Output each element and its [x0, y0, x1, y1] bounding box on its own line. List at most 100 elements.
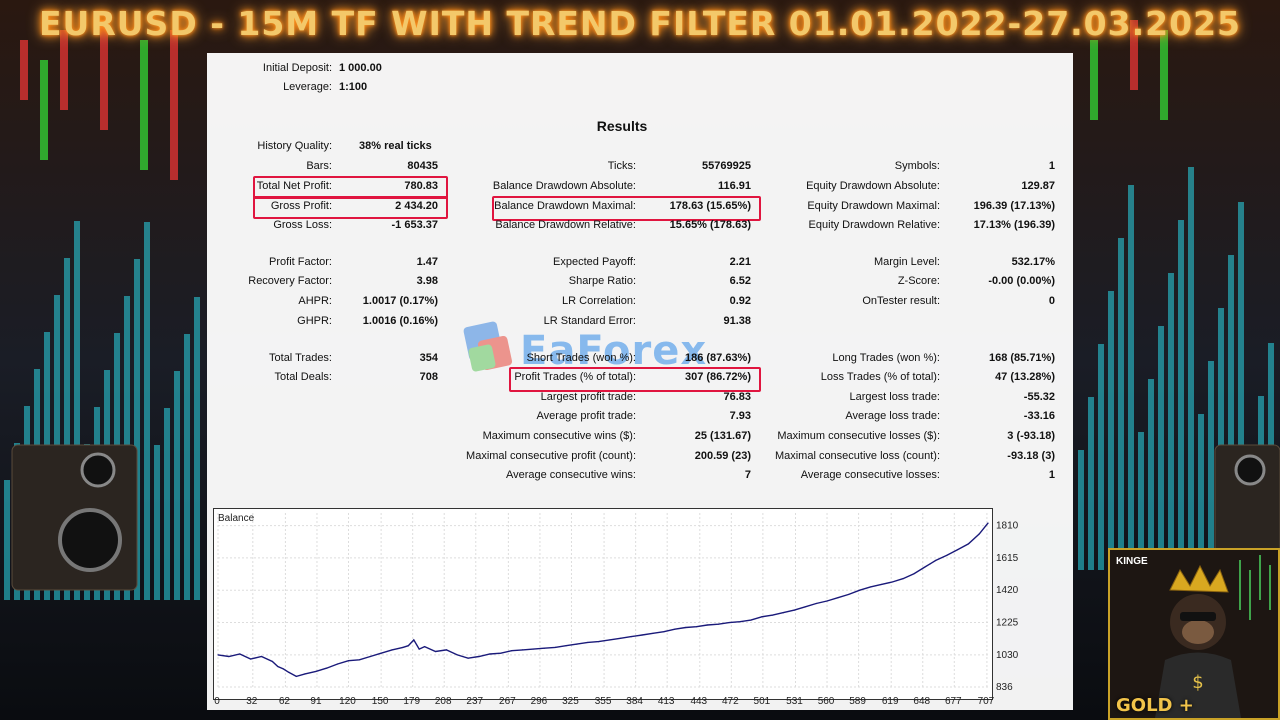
col2-row-3-value: 15.65% (178.63)	[669, 219, 751, 231]
col1-row-7-label: GHPR:	[297, 315, 332, 327]
balance-point	[793, 609, 796, 611]
balance-point	[271, 660, 273, 663]
balance-point	[859, 589, 861, 591]
col2-row-6-label: LR Correlation:	[562, 295, 636, 307]
col3-row-0-value: 1	[1048, 160, 1055, 172]
col3-row-5-label: Z-Score:	[897, 275, 940, 287]
y-tick-label: 836	[996, 682, 1013, 693]
col3-row-13-value: 1	[1048, 469, 1055, 481]
balance-point	[935, 559, 937, 562]
col3-row-4-value: 532.17%	[1011, 256, 1055, 268]
col2-row-10-value: 76.83	[723, 391, 751, 403]
x-tick-label: 0	[214, 696, 220, 707]
col1-row-7-value: 1.0016 (0.16%)	[362, 315, 438, 327]
col3-row-2-label: Equity Drawdown Maximal:	[807, 200, 940, 212]
col3-row-5-value: -0.00 (0.00%)	[988, 275, 1055, 287]
balance-point	[924, 566, 926, 568]
col1-row-1-label: Total Net Profit:	[256, 180, 332, 192]
col3-row-7-value: 168 (85.71%)	[988, 352, 1055, 364]
col2-row-10-label: Largest profit trade:	[540, 391, 636, 403]
balance-point	[815, 602, 817, 605]
col3-row-11-value: 3 (-93.18)	[1007, 430, 1055, 442]
col3-row-8-label: Loss Trades (% of total):	[820, 371, 940, 383]
col2-row-9-value: 307 (86.72%)	[684, 371, 751, 383]
col3-row-8-value: 47 (13.28%)	[995, 371, 1055, 383]
x-tick-label: 208	[435, 696, 452, 707]
col1-row-2-highlight-box	[253, 196, 448, 219]
balance-point	[576, 643, 578, 645]
balance-point	[250, 658, 252, 660]
results-title: Results	[596, 118, 648, 134]
col2-row-5-label: Sharpe Ratio:	[568, 275, 636, 287]
king-badge-name: KINGE	[1116, 556, 1148, 567]
col3-row-9-value: -55.32	[1023, 391, 1055, 403]
king-monkey-art: $	[1110, 550, 1278, 718]
top-0-value: 1 000.00	[339, 62, 382, 74]
col1-row-3-label: Gross Loss:	[273, 219, 332, 231]
balance-point	[750, 619, 752, 621]
balance-point	[380, 652, 382, 654]
balance-point	[500, 652, 502, 654]
top-1-value: 1:100	[339, 81, 368, 93]
x-tick-label: 677	[945, 696, 962, 707]
x-tick-label: 150	[372, 696, 389, 707]
balance-point	[641, 634, 643, 636]
col2-row-14-value: 7	[744, 469, 751, 481]
balance-point	[956, 549, 959, 551]
x-tick-label: 296	[531, 696, 548, 707]
col2-row-4-value: 2.21	[729, 256, 751, 268]
col2-row-0-value: 55769925	[702, 160, 751, 172]
x-tick-label: 707	[978, 696, 995, 707]
x-tick-label: 589	[849, 696, 866, 707]
balance-point	[869, 586, 872, 588]
balance-point	[295, 675, 297, 677]
x-tick-label: 267	[499, 696, 516, 707]
svg-text:$: $	[1192, 672, 1203, 693]
x-tick-label: 62	[279, 696, 291, 707]
col2-row-12-value: 25 (131.67)	[694, 430, 751, 442]
col3-row-0-label: Symbols:	[894, 160, 940, 172]
balance-point	[619, 637, 622, 639]
col2-row-9-highlight-box	[509, 367, 761, 392]
balance-point	[543, 647, 545, 649]
balance-point	[598, 641, 600, 643]
balance-point	[445, 649, 447, 651]
history-quality-value: 38% real ticks	[359, 140, 432, 152]
balance-point	[358, 659, 360, 661]
col2-row-7-label: LR Standard Error:	[543, 315, 636, 327]
balance-point	[434, 650, 437, 653]
balance-point	[424, 645, 426, 648]
top-1-label: Leverage:	[283, 81, 332, 93]
balance-chart: Balance	[213, 508, 993, 700]
y-tick-label: 1615	[996, 553, 1019, 564]
balance-point	[391, 649, 393, 651]
col1-row-5-label: Recovery Factor:	[248, 275, 332, 287]
col2-row-3-label: Balance Drawdown Relative:	[495, 219, 636, 231]
col3-row-2-value: 196.39 (17.13%)	[973, 200, 1055, 212]
col3-row-10-value: -33.16	[1023, 410, 1055, 422]
col1-row-8-label: Total Trades:	[269, 352, 332, 364]
col1-row-5-value: 3.98	[416, 275, 438, 287]
watermark-text: EaForex	[520, 328, 708, 374]
x-tick-label: 531	[786, 696, 803, 707]
col3-row-9-label: Largest loss trade:	[849, 391, 941, 403]
balance-point	[260, 655, 263, 658]
balance-point	[402, 646, 404, 649]
balance-point	[337, 663, 339, 665]
col1-row-4-label: Profit Factor:	[269, 256, 332, 268]
watermark: EaForex	[460, 316, 820, 386]
balance-point	[532, 648, 534, 650]
king-badge-tagline: GOLD +	[1116, 695, 1194, 716]
col1-row-3-value: -1 653.37	[391, 219, 438, 231]
x-tick-label: 619	[882, 696, 899, 707]
watermark-logo-icon	[463, 321, 513, 372]
balance-point	[369, 655, 371, 658]
top-0-label: Initial Deposit:	[262, 62, 332, 74]
x-tick-label: 32	[246, 696, 258, 707]
col2-row-9-label: Profit Trades (% of total):	[514, 371, 636, 383]
balance-point	[739, 621, 741, 623]
x-tick-label: 413	[658, 696, 675, 707]
col3-row-13-label: Average consecutive losses:	[800, 469, 940, 481]
col2-row-4-label: Expected Payoff:	[553, 256, 636, 268]
x-tick-label: 91	[310, 696, 322, 707]
